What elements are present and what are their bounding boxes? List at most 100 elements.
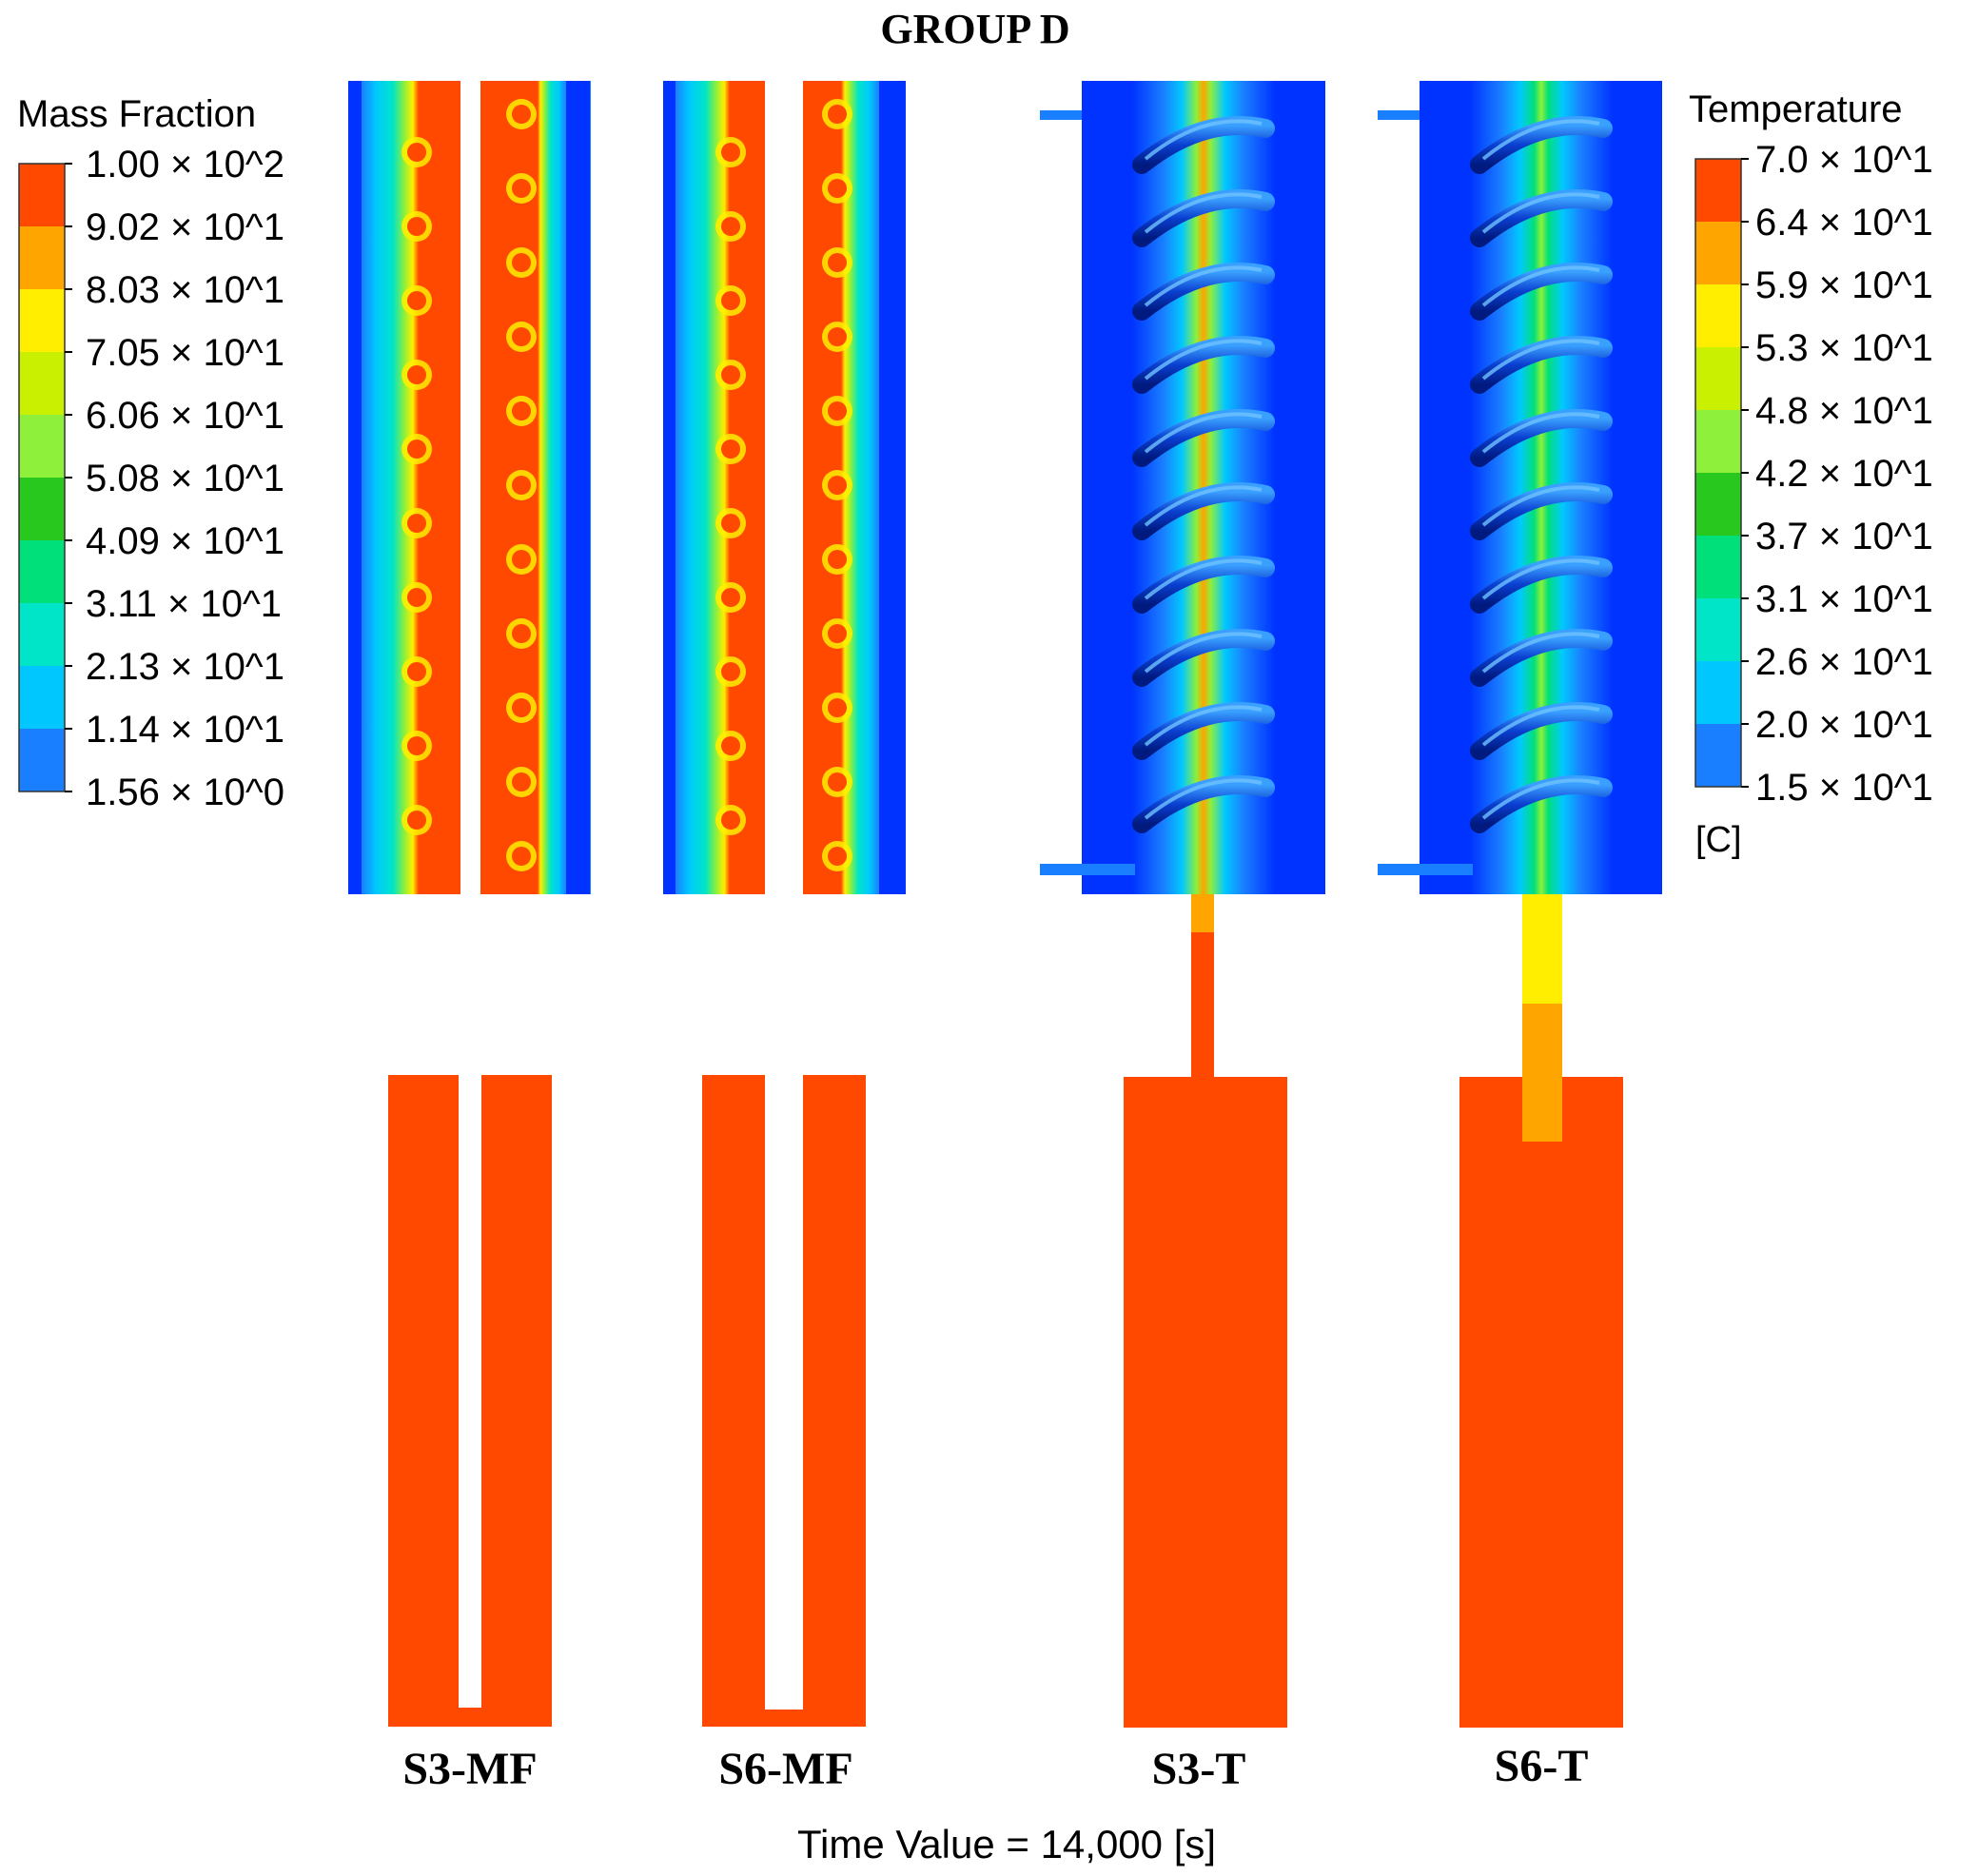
coil-turn (1470, 556, 1613, 614)
legend-t-tick-label: 1.5 × 10^1 (1755, 767, 1933, 809)
legend-t-band (1695, 724, 1741, 788)
particle-dot (512, 698, 531, 717)
particle-dot (407, 662, 426, 681)
legend-t-band (1695, 159, 1741, 223)
particle-dot (512, 624, 531, 643)
legend-mf-band (19, 540, 65, 604)
coil-highlight (1481, 265, 1600, 307)
coil-turn (1470, 629, 1613, 687)
coil-turn (1132, 482, 1275, 540)
coil-highlight (1481, 485, 1600, 527)
particle-dot (512, 327, 531, 346)
coil-turn (1132, 775, 1275, 833)
panel-label-s6-mf: S6-MF (718, 1744, 852, 1794)
coil-highlight (1144, 632, 1263, 674)
particle-dot (721, 514, 740, 533)
legend-mf-band (19, 226, 65, 290)
particle-dot (828, 476, 847, 495)
coil-turn (1132, 189, 1275, 247)
particle-dot (512, 772, 531, 791)
legend-temperature: Temperature 7.0 × 10^1 6.4 × 10^1 5.9 × 10… (1689, 88, 1933, 860)
particle-dot (407, 291, 426, 310)
coil-turn (1132, 702, 1275, 760)
particle-dot (407, 440, 426, 459)
particle-dot (407, 143, 426, 162)
coil-highlight (1144, 485, 1263, 527)
coil-turn (1132, 116, 1275, 174)
particle-dot (512, 401, 531, 420)
particle-dot (828, 253, 847, 272)
legend-t-tick-label: 2.6 × 10^1 (1755, 641, 1933, 683)
panel-s6-t-contour (1378, 81, 1662, 1142)
legend-mf-tick-label: 5.08 × 10^1 (86, 458, 284, 499)
particle-dot (721, 662, 740, 681)
legend-t-band (1695, 284, 1741, 348)
panel-label-s3-mf: S3-MF (402, 1744, 537, 1794)
particle-dot (721, 291, 740, 310)
particle-dot (407, 588, 426, 607)
legend-t-band (1695, 410, 1741, 474)
legend-t-tick-label: 5.9 × 10^1 (1755, 264, 1933, 306)
coil-highlight (1144, 119, 1263, 161)
coil-highlight (1144, 705, 1263, 747)
legend-mf-tick-label: 9.02 × 10^1 (86, 206, 284, 248)
legend-t-title: Temperature (1689, 88, 1903, 130)
legend-mf-title: Mass Fraction (17, 93, 256, 135)
panel-s3-t-bottom (1124, 1077, 1287, 1728)
particle-dot (512, 476, 531, 495)
coil-turn (1132, 629, 1275, 687)
legend-mf-tick-label: 3.11 × 10^1 (86, 583, 282, 625)
particle-dot (828, 105, 847, 124)
legend-t-tick-label: 3.7 × 10^1 (1755, 516, 1933, 557)
coil-turn (1470, 189, 1613, 247)
coil-turn (1470, 116, 1613, 174)
particle-dot (721, 143, 740, 162)
coil-highlight (1481, 192, 1600, 234)
legend-t-tick-label: 4.8 × 10^1 (1755, 390, 1933, 432)
particle-dot (721, 588, 740, 607)
coil-highlight (1144, 778, 1263, 820)
legend-mf-band (19, 478, 65, 541)
coil-highlight (1144, 265, 1263, 307)
particle-dot (512, 253, 531, 272)
legend-t-tick-label: 4.2 × 10^1 (1755, 453, 1933, 495)
legend-t-tick-label: 7.0 × 10^1 (1755, 139, 1933, 181)
legend-mf-colorbar (18, 163, 66, 792)
particle-dot (407, 736, 426, 755)
particle-dot (512, 105, 531, 124)
panel-s3-mf-bottom (388, 1075, 552, 1727)
particle-dot (512, 847, 531, 866)
legend-mf-tick-label: 1.00 × 10^2 (86, 144, 284, 186)
legend-mf-band (19, 603, 65, 667)
particle-dot (721, 217, 740, 236)
particle-dot (828, 179, 847, 198)
legend-mf-tick-label: 2.13 × 10^1 (86, 646, 284, 688)
panel-s6-mf-bottom (702, 1075, 866, 1727)
legend-mf-band (19, 415, 65, 479)
panel-s6-mf-contour (663, 81, 906, 894)
legend-t-tick-label: 2.0 × 10^1 (1755, 704, 1933, 746)
legend-t-unit: [C] (1695, 820, 1742, 860)
legend-t-band (1695, 473, 1741, 537)
legend-t-band (1695, 598, 1741, 662)
particle-dot (828, 327, 847, 346)
coil-highlight (1144, 412, 1263, 454)
coil-turn (1470, 482, 1613, 540)
coil-turn (1132, 556, 1275, 614)
particle-dot (721, 811, 740, 830)
legend-t-band (1695, 222, 1741, 285)
coil-turn (1132, 263, 1275, 321)
legend-mf-tick-label: 8.03 × 10^1 (86, 269, 284, 311)
legend-mf-band (19, 289, 65, 353)
legend-t-tick-label: 3.1 × 10^1 (1755, 578, 1933, 620)
legend-mf-tick-label: 1.14 × 10^1 (86, 709, 284, 751)
particle-dot (828, 772, 847, 791)
legend-t-tick-label: 6.4 × 10^1 (1755, 202, 1933, 244)
coil-turn (1132, 336, 1275, 394)
legend-mf-tick-label: 4.09 × 10^1 (86, 520, 284, 562)
particle-dot (512, 550, 531, 569)
coil-highlight (1481, 119, 1600, 161)
coil-turn (1470, 263, 1613, 321)
particle-dot (407, 217, 426, 236)
